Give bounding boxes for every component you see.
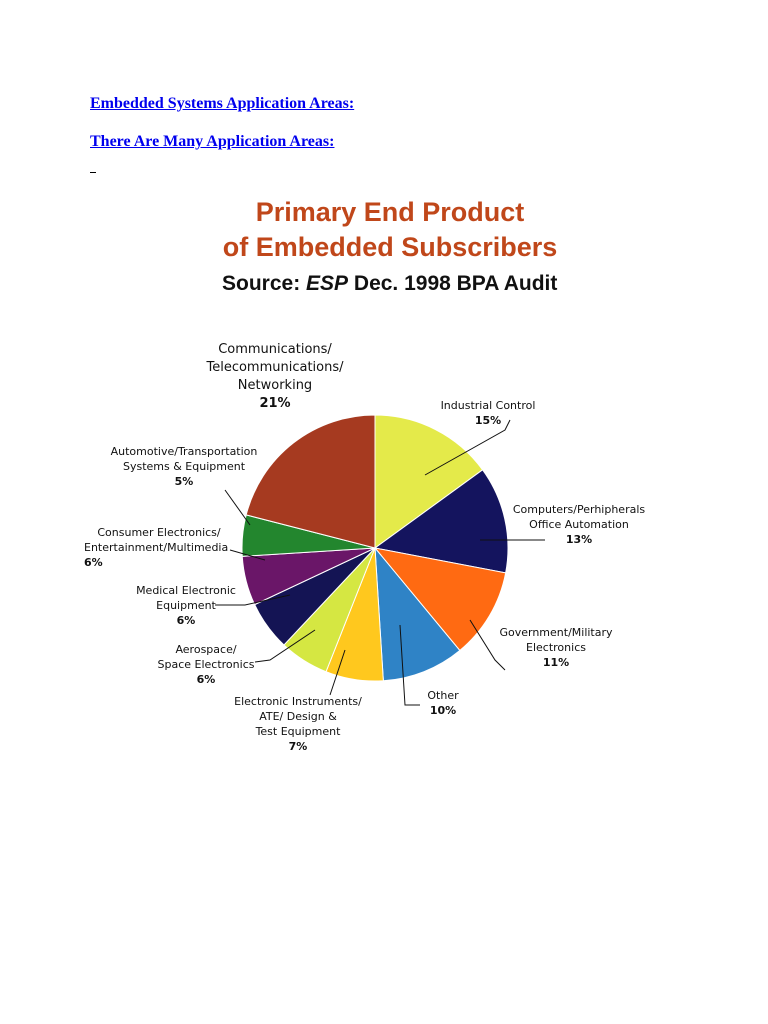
label-government: Government/Military Electronics 11% xyxy=(490,625,622,670)
label-line: Aerospace/ xyxy=(175,643,237,656)
label-percent: 6% xyxy=(176,614,196,627)
label-line: Electronic Instruments/ xyxy=(234,695,362,708)
label-line: Other xyxy=(427,689,459,702)
leader-line-consumer xyxy=(229,549,266,561)
source-suffix: Dec. 1998 BPA Audit xyxy=(348,272,558,295)
heading-link-application-areas[interactable]: Embedded Systems Application Areas: xyxy=(90,95,355,112)
label-instruments: Electronic Instruments/ ATE/ Design & Te… xyxy=(228,694,368,754)
label-line: Office Automation xyxy=(529,518,629,531)
pie-slices xyxy=(241,414,509,682)
leader-line-medical xyxy=(215,594,291,606)
label-medical: Medical Electronic Equipment 6% xyxy=(130,583,242,628)
heading-link-many-areas[interactable]: There Are Many Application Areas: xyxy=(90,133,335,150)
label-line: Space Electronics xyxy=(157,658,255,671)
label-line: Automotive/Transportation xyxy=(110,445,258,458)
source-prefix: Source: xyxy=(222,272,307,295)
label-line: Systems & Equipment xyxy=(122,460,246,473)
label-line: Government/Military xyxy=(499,626,613,639)
pie-slice-other xyxy=(374,546,461,682)
label-consumer: Consumer Electronics/ Entertainment/Mult… xyxy=(84,525,234,570)
label-communications: Communications/ Telecommunications/ Netw… xyxy=(195,341,355,413)
divider xyxy=(90,172,96,173)
source-publication: ESP xyxy=(306,272,349,295)
leader-line-other xyxy=(399,624,420,706)
label-percent: 5% xyxy=(174,475,194,488)
label-percent: 7% xyxy=(288,740,308,753)
leader-line-government xyxy=(469,619,506,671)
label-line: Entertainment/Multimedia xyxy=(84,541,229,554)
label-line: Medical Electronic xyxy=(136,584,236,597)
pie-slice-industrial-control xyxy=(374,414,484,549)
leader-line-aerospace xyxy=(254,629,316,663)
label-aerospace: Aerospace/ Space Electronics 6% xyxy=(150,642,262,687)
label-percent: 6% xyxy=(196,673,216,686)
label-line: Test Equipment xyxy=(255,725,341,738)
label-line: Electronics xyxy=(526,641,586,654)
label-percent: 6% xyxy=(84,556,103,569)
label-percent: 15% xyxy=(474,414,502,427)
leader-lines xyxy=(215,419,545,706)
label-line: Networking xyxy=(237,378,313,393)
label-line: Consumer Electronics/ xyxy=(97,526,221,539)
label-percent: 13% xyxy=(565,533,593,546)
label-line: ATE/ Design & xyxy=(259,710,337,723)
label-percent: 11% xyxy=(542,656,570,669)
label-automotive: Automotive/Transportation Systems & Equi… xyxy=(104,444,264,489)
pie-slice-communications-telecommunications-networking xyxy=(245,414,376,549)
figure-title-line1: Primary End Product xyxy=(255,197,525,227)
label-line: Industrial Control xyxy=(440,399,536,412)
label-computers: Computers/Perhipherals Office Automation… xyxy=(500,502,658,547)
label-other: Other 10% xyxy=(420,688,466,718)
label-line: Equipment xyxy=(156,599,216,612)
leader-line-industrial xyxy=(424,419,511,476)
label-percent: 21% xyxy=(259,396,291,411)
figure-source: Source: ESP Dec. 1998 BPA Audit xyxy=(222,272,557,296)
label-line: Telecommunications/ xyxy=(206,360,344,375)
label-line: Computers/Perhipherals xyxy=(512,503,646,516)
figure-title-line2: of Embedded Subscribers xyxy=(222,232,558,262)
label-industrial-control: Industrial Control 15% xyxy=(428,398,548,428)
label-line: Communications/ xyxy=(218,342,332,357)
label-percent: 10% xyxy=(429,704,457,717)
leader-line-instruments xyxy=(329,649,346,696)
pie-slice-computers-perhipherals-office-automation xyxy=(373,469,509,574)
leader-line-automotive xyxy=(224,489,251,526)
